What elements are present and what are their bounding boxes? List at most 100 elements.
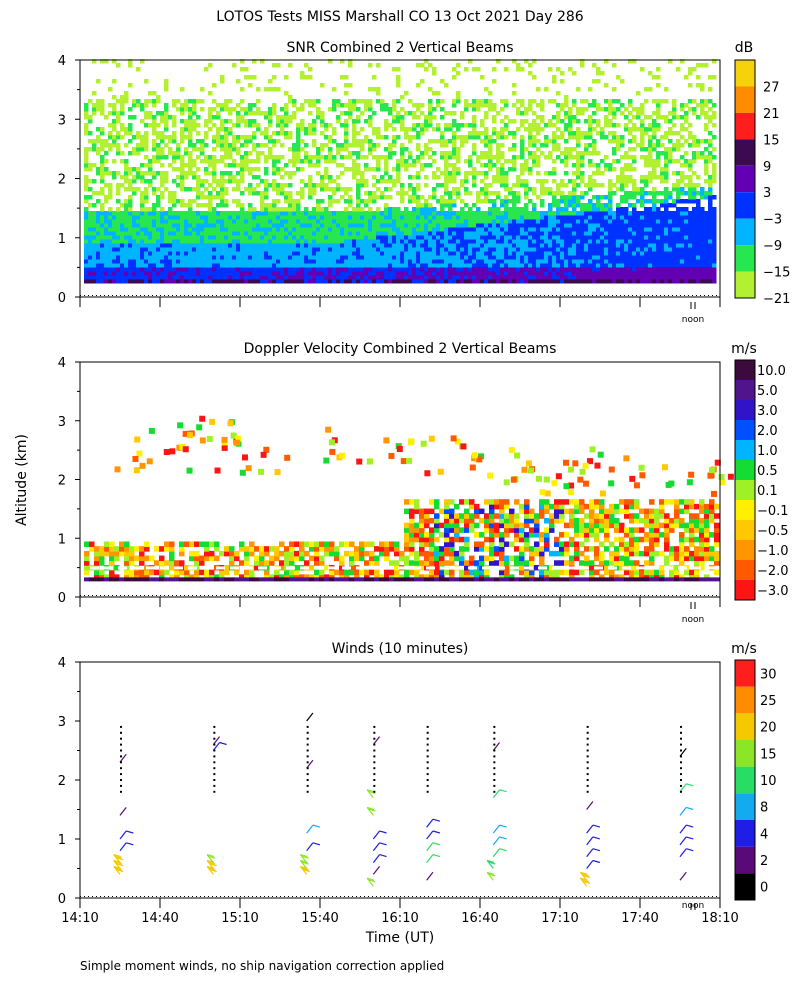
snr-cell bbox=[528, 239, 533, 244]
snr-cell bbox=[548, 271, 553, 276]
snr-cell bbox=[92, 223, 97, 228]
snr-cell bbox=[536, 243, 541, 248]
snr-cell bbox=[468, 219, 473, 224]
snr-cell bbox=[584, 219, 589, 224]
snr-cell bbox=[404, 243, 409, 248]
snr-cell bbox=[292, 267, 297, 272]
snr-cell bbox=[216, 131, 221, 136]
snr-cell bbox=[352, 223, 357, 228]
snr-cell bbox=[420, 131, 425, 136]
snr-cell bbox=[176, 231, 181, 236]
snr-cell bbox=[660, 151, 665, 156]
snr-cell bbox=[168, 135, 173, 140]
snr-cell bbox=[120, 151, 125, 156]
snr-cell bbox=[564, 267, 569, 272]
snr-cell bbox=[96, 79, 101, 84]
snr-cell bbox=[328, 275, 333, 280]
snr-cell bbox=[432, 139, 437, 144]
snr-cell bbox=[452, 279, 457, 284]
snr-cell bbox=[604, 267, 609, 272]
snr-cell bbox=[488, 239, 493, 244]
snr-cell bbox=[256, 251, 261, 256]
snr-cell bbox=[376, 247, 381, 252]
snr-cell bbox=[388, 211, 393, 216]
snr-cell bbox=[276, 215, 281, 220]
snr-cell bbox=[552, 227, 557, 232]
snr-cell bbox=[212, 215, 217, 220]
snr-cell bbox=[516, 239, 521, 244]
snr-cell bbox=[476, 131, 481, 136]
snr-cell bbox=[512, 275, 517, 280]
snr-cell bbox=[380, 175, 385, 180]
snr-cell bbox=[464, 187, 469, 192]
snr-cell bbox=[520, 231, 525, 236]
snr-cell bbox=[444, 267, 449, 272]
snr-cell bbox=[312, 183, 317, 188]
snr-cell bbox=[660, 239, 665, 244]
snr-cell bbox=[120, 135, 125, 140]
snr-cell bbox=[408, 239, 413, 244]
snr-cell bbox=[596, 107, 601, 112]
snr-cell bbox=[156, 247, 161, 252]
snr-cell bbox=[556, 271, 561, 276]
snr-cell bbox=[588, 259, 593, 264]
snr-cell bbox=[232, 211, 237, 216]
snr-cell bbox=[164, 275, 169, 280]
snr-cell bbox=[392, 279, 397, 284]
snr-cell bbox=[616, 159, 621, 164]
snr-cell bbox=[352, 107, 357, 112]
snr-cell bbox=[296, 151, 301, 156]
snr-cell bbox=[208, 163, 213, 168]
snr-cell bbox=[628, 195, 633, 200]
snr-cell bbox=[480, 139, 485, 144]
snr-cell bbox=[200, 211, 205, 216]
snr-cell bbox=[116, 271, 121, 276]
snr-cell bbox=[576, 219, 581, 224]
snr-cell bbox=[532, 275, 537, 280]
snr-cell bbox=[628, 167, 633, 172]
snr-cell bbox=[224, 275, 229, 280]
snr-cell bbox=[332, 99, 337, 104]
snr-cell bbox=[356, 267, 361, 272]
snr-cell bbox=[500, 263, 505, 268]
snr-cell bbox=[328, 239, 333, 244]
snr-cell bbox=[576, 199, 581, 204]
snr-cell bbox=[428, 219, 433, 224]
snr-cell bbox=[620, 223, 625, 228]
snr-cell bbox=[344, 251, 349, 256]
snr-cell bbox=[488, 199, 493, 204]
snr-cell bbox=[228, 259, 233, 264]
snr-cell bbox=[524, 127, 529, 132]
snr-cell bbox=[652, 131, 657, 136]
snr-cell bbox=[156, 151, 161, 156]
snr-cell bbox=[500, 223, 505, 228]
snr-cell bbox=[488, 139, 493, 144]
snr-cell bbox=[584, 191, 589, 196]
snr-cell bbox=[516, 179, 521, 184]
snr-cell bbox=[604, 211, 609, 216]
snr-cell bbox=[268, 235, 273, 240]
snr-cell bbox=[200, 231, 205, 236]
snr-cell bbox=[112, 259, 117, 264]
snr-cell bbox=[220, 147, 225, 152]
snr-cell bbox=[376, 263, 381, 268]
snr-cell bbox=[124, 187, 129, 192]
snr-cell bbox=[628, 111, 633, 116]
snr-cell bbox=[600, 215, 605, 220]
snr-cell bbox=[292, 203, 297, 208]
snr-cell bbox=[528, 143, 533, 148]
snr-cell bbox=[160, 271, 165, 276]
snr-cell bbox=[124, 247, 129, 252]
snr-cell bbox=[652, 191, 657, 196]
snr-cell bbox=[280, 227, 285, 232]
snr-cell bbox=[84, 195, 89, 200]
snr-cell bbox=[424, 163, 429, 168]
snr-cell bbox=[588, 87, 593, 92]
snr-cell bbox=[624, 175, 629, 180]
snr-cell bbox=[536, 227, 541, 232]
snr-cell bbox=[120, 99, 125, 104]
snr-cell bbox=[648, 223, 653, 228]
snr-cell bbox=[272, 187, 277, 192]
snr-cell bbox=[356, 139, 361, 144]
snr-cell bbox=[100, 251, 105, 256]
